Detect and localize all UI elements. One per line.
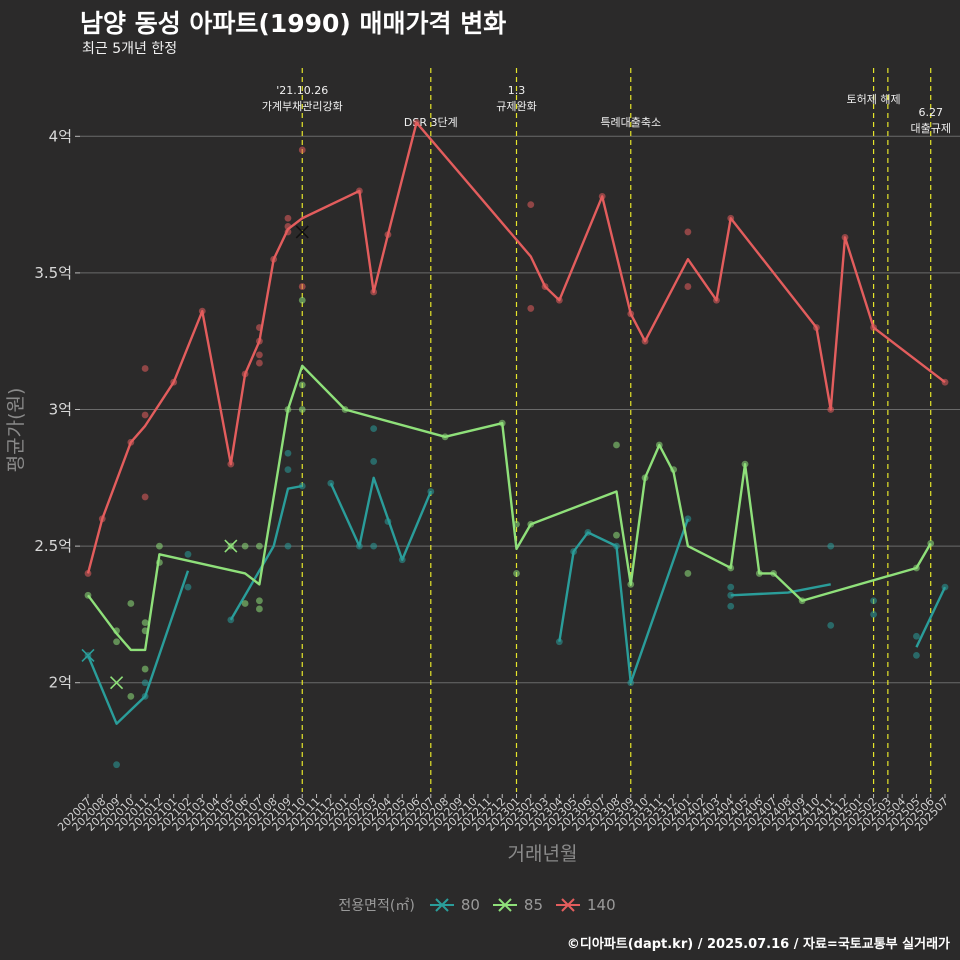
event-label: 규제완화 <box>496 100 536 113</box>
data-point-140 <box>527 305 535 312</box>
data-point-140 <box>527 201 535 209</box>
cross-marker-140 <box>295 225 309 239</box>
event-label: '21.10.26 <box>276 84 328 97</box>
data-point-85 <box>613 441 620 449</box>
y-tick-label: 3억 <box>49 401 72 419</box>
data-point-85 <box>513 570 520 577</box>
data-point-140 <box>141 493 149 501</box>
event-label: 특례대출축소 <box>600 116 661 129</box>
chart-subtitle: 최근 5개년 한정 <box>82 41 178 57</box>
legend-title: 전용면적(㎡) <box>338 898 415 914</box>
data-point-80 <box>727 583 735 591</box>
data-point-80 <box>870 597 877 605</box>
data-point-85 <box>256 542 263 550</box>
data-point-85 <box>241 542 249 550</box>
series-line-140 <box>86 121 946 574</box>
data-point-85 <box>156 542 163 550</box>
event-label: 가계부채관리강화 <box>262 100 343 113</box>
chart-title: 남양 동성 아파트(1990) 매매가격 변화 <box>80 9 507 38</box>
data-point-85 <box>113 638 120 646</box>
data-point-140 <box>141 365 149 372</box>
series-line-80 <box>329 476 432 561</box>
data-point-85 <box>613 531 620 539</box>
legend-label-85: 85 <box>523 896 543 914</box>
data-point-140 <box>298 283 306 290</box>
data-point-85 <box>141 665 149 673</box>
data-point-80 <box>141 679 149 687</box>
series-line-80 <box>86 570 190 725</box>
data-point-140 <box>298 146 306 154</box>
data-point-80 <box>827 621 835 629</box>
data-point-80 <box>370 458 378 465</box>
data-point-85 <box>256 605 263 613</box>
data-point-85 <box>127 692 135 700</box>
data-point-80 <box>727 602 735 610</box>
series-line-85 <box>87 364 932 652</box>
data-point-140 <box>256 359 263 367</box>
data-point-85 <box>298 406 306 413</box>
legend-key-140 <box>556 898 580 912</box>
data-point-80 <box>370 425 378 433</box>
data-point-80 <box>913 651 920 659</box>
legend-item-85: 85 <box>492 896 543 914</box>
event-label: 1.3 <box>508 84 526 97</box>
y-axis-title: 평균가(원) <box>5 388 27 473</box>
data-point-80 <box>827 542 835 550</box>
legend: 전용면적(㎡) 80 85 140 <box>0 895 960 915</box>
y-tick-label: 3.5억 <box>34 264 72 282</box>
legend-label-80: 80 <box>460 896 480 914</box>
series-line-80 <box>915 586 947 648</box>
data-point-85 <box>684 570 692 577</box>
legend-item-80: 80 <box>429 896 480 914</box>
source-caption: ©디아파트(dapt.kr) / 2025.07.16 / 자료=국토교통부 실… <box>566 937 950 952</box>
legend-key-80 <box>429 898 454 912</box>
cross-marker-85 <box>224 539 238 553</box>
x-axis-title: 거래년월 <box>508 843 578 865</box>
cross-marker-85 <box>110 676 124 690</box>
data-point-85 <box>256 597 263 605</box>
data-point-80 <box>284 449 292 457</box>
event-label: 대출규제 <box>910 122 950 135</box>
data-point-85 <box>141 619 149 627</box>
data-point-80 <box>184 583 192 591</box>
legend-key-85 <box>492 898 517 912</box>
series-line-80 <box>558 518 690 684</box>
y-tick-label: 2억 <box>49 674 72 692</box>
data-point-80 <box>184 550 192 558</box>
legend-label-140: 140 <box>587 896 616 914</box>
data-point-85 <box>298 381 306 389</box>
series-line-80 <box>229 484 303 621</box>
data-point-140 <box>256 351 263 359</box>
y-tick-label: 4억 <box>49 127 72 145</box>
data-point-140 <box>141 411 149 419</box>
data-point-80 <box>284 542 292 550</box>
data-point-140 <box>684 283 692 290</box>
y-tick-label: 2.5억 <box>34 537 72 555</box>
data-point-80 <box>913 632 920 640</box>
event-label: DSR 3단계 <box>404 116 458 129</box>
data-point-140 <box>284 214 292 222</box>
data-point-85 <box>241 600 249 607</box>
event-label: 6.27 <box>918 106 943 119</box>
data-point-85 <box>298 296 306 304</box>
data-point-80 <box>113 761 120 769</box>
data-point-140 <box>684 228 692 236</box>
event-label: 토허제 해제 <box>847 92 901 106</box>
data-point-85 <box>127 600 135 607</box>
data-point-80 <box>370 542 378 550</box>
cross-marker-80 <box>81 648 95 662</box>
data-point-80 <box>870 611 877 618</box>
data-point-80 <box>284 466 292 474</box>
legend-item-140: 140 <box>555 896 616 914</box>
series-line-80 <box>730 583 831 597</box>
